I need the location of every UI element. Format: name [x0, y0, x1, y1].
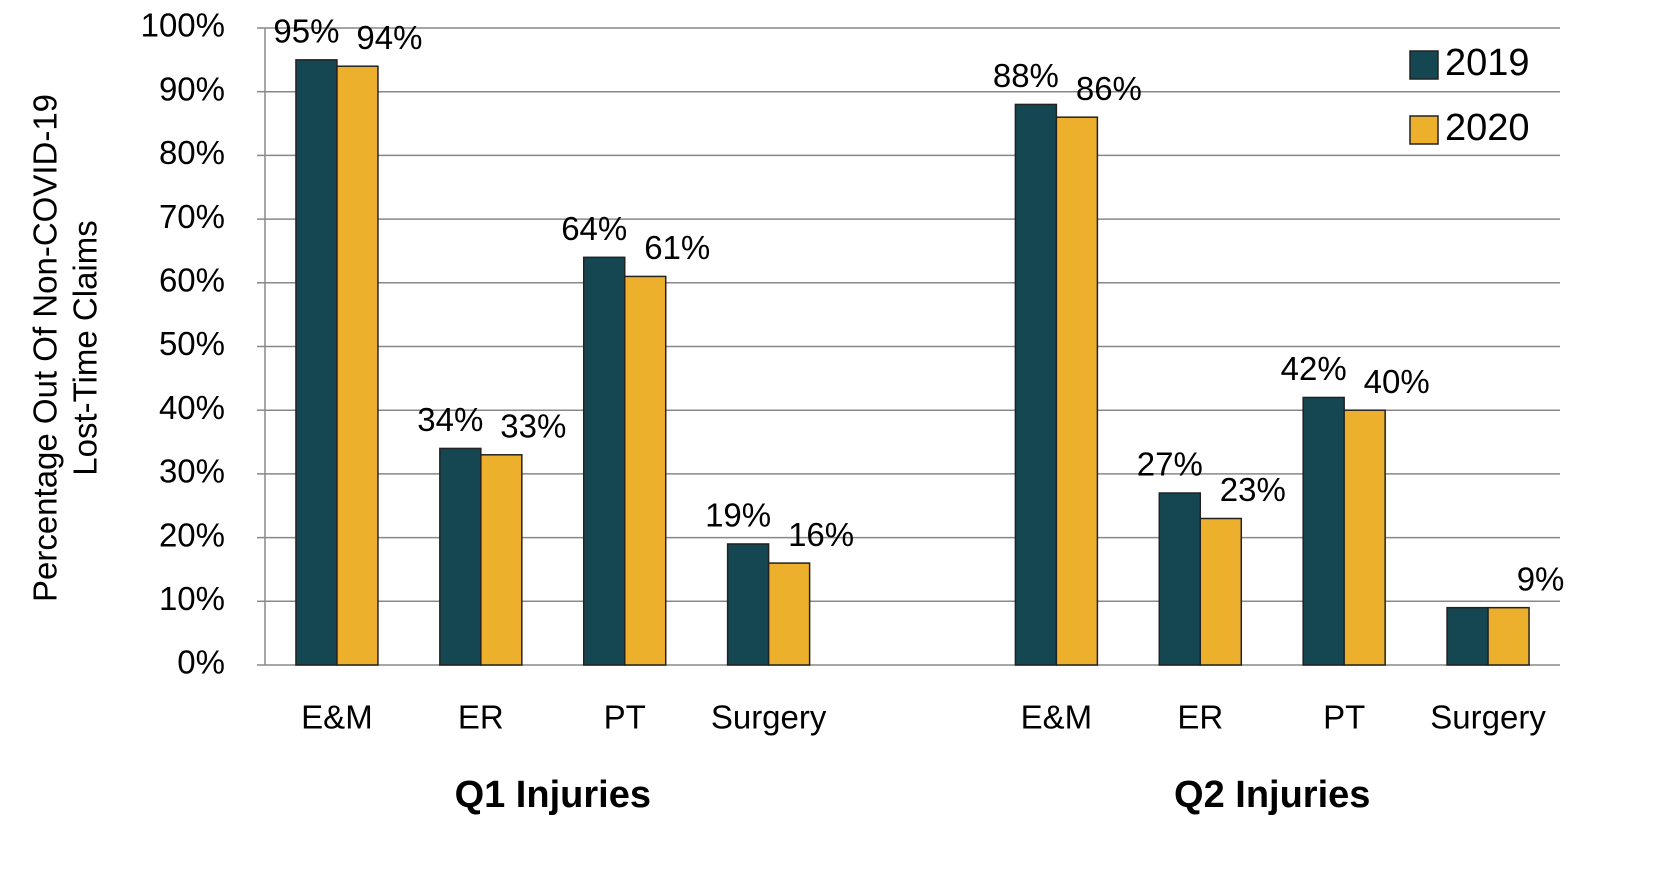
- y-axis-label: Lost-Time Claims: [67, 220, 104, 475]
- data-label: 16%: [788, 516, 854, 553]
- y-axis-label: Percentage Out Of Non-COVID-19: [27, 94, 64, 602]
- data-label: 95%: [273, 13, 339, 50]
- data-label: 86%: [1076, 70, 1142, 107]
- legend-swatch: [1409, 50, 1439, 80]
- data-label: 88%: [993, 57, 1059, 94]
- bar: [1446, 606, 1489, 666]
- data-label: 64%: [561, 210, 627, 247]
- y-tick-label: 10%: [159, 580, 225, 617]
- bar: [1302, 396, 1345, 666]
- bar: [1158, 492, 1202, 666]
- x-tick-label: ER: [458, 699, 504, 736]
- data-label: 94%: [356, 19, 422, 56]
- bar: [726, 543, 770, 666]
- y-tick-label: 100%: [141, 7, 225, 44]
- bar: [295, 59, 338, 666]
- data-label: 42%: [1281, 350, 1347, 387]
- group-label: Q2 Injuries: [1174, 774, 1370, 816]
- data-label: 33%: [500, 408, 566, 445]
- legend-label: 2019: [1445, 42, 1530, 84]
- y-tick-label: 50%: [159, 325, 225, 362]
- group-label: Q1 Injuries: [455, 774, 651, 816]
- x-tick-label: E&M: [301, 699, 373, 736]
- x-tick-label: ER: [1177, 699, 1223, 736]
- y-tick-label: 70%: [159, 198, 225, 235]
- x-tick-label: PT: [1323, 699, 1365, 736]
- data-label: 19%: [705, 497, 771, 534]
- data-label: 23%: [1220, 471, 1286, 508]
- y-tick-label: 30%: [159, 453, 225, 490]
- bar: [1487, 606, 1530, 666]
- y-tick-label: 0%: [177, 644, 225, 681]
- bar: [1199, 517, 1243, 666]
- bar: [1014, 103, 1058, 666]
- legend-swatch: [1409, 115, 1439, 145]
- legend-label: 2020: [1445, 107, 1530, 149]
- y-tick-label: 90%: [159, 70, 225, 107]
- y-tick-label: 40%: [159, 389, 225, 426]
- data-label: 9%: [1517, 560, 1565, 597]
- bar: [336, 65, 379, 666]
- bar: [767, 562, 811, 666]
- y-tick-label: 60%: [159, 262, 225, 299]
- bar: [623, 275, 667, 666]
- data-label: 61%: [644, 229, 710, 266]
- bar: [480, 454, 523, 666]
- data-label: 34%: [417, 401, 483, 438]
- x-tick-label: E&M: [1021, 699, 1093, 736]
- bar: [1343, 409, 1386, 666]
- data-label: 27%: [1137, 446, 1203, 483]
- bar: [439, 447, 482, 666]
- y-tick-label: 20%: [159, 516, 225, 553]
- x-tick-label: PT: [604, 699, 646, 736]
- y-tick-label: 80%: [159, 134, 225, 171]
- x-tick-label: Surgery: [711, 699, 827, 736]
- bar: [1055, 116, 1099, 666]
- x-tick-label: Surgery: [1430, 699, 1546, 736]
- data-label: 40%: [1364, 363, 1430, 400]
- bar: [582, 256, 626, 666]
